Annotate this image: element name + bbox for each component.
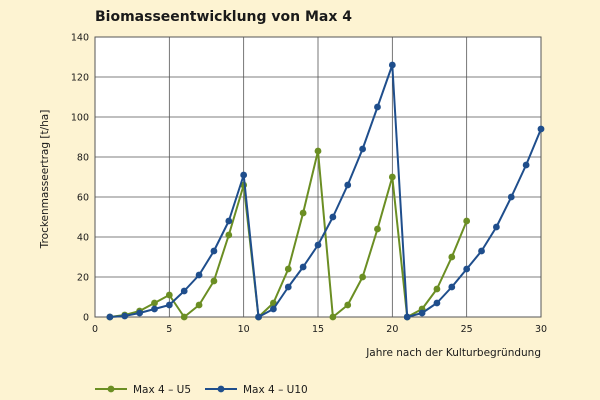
legend-swatch-marker	[217, 385, 225, 393]
series-layer	[106, 61, 545, 321]
y-tick-label: 120	[71, 73, 89, 84]
data-point	[374, 103, 381, 111]
data-point	[180, 287, 188, 295]
data-point	[537, 125, 545, 133]
data-point	[344, 181, 352, 189]
x-tick-label: 15	[312, 324, 324, 335]
data-point	[478, 247, 485, 255]
data-point	[493, 223, 500, 231]
y-tick-label: 0	[83, 313, 89, 324]
legend: Max 4 – U5 Max 4 – U10	[95, 384, 308, 396]
data-point	[329, 213, 337, 221]
series-2	[106, 61, 545, 321]
data-point	[448, 253, 456, 261]
data-point	[136, 309, 144, 317]
data-point	[448, 283, 456, 291]
data-point	[121, 312, 129, 320]
data-point	[151, 299, 158, 307]
data-point	[388, 173, 396, 181]
data-point	[463, 265, 471, 273]
y-tick-label: 140	[71, 33, 89, 44]
data-point	[180, 313, 188, 321]
data-point	[284, 283, 292, 291]
chart-title: Biomasseentwicklung von Max 4	[95, 9, 352, 25]
data-point	[255, 313, 262, 321]
data-point	[344, 301, 352, 309]
data-point	[299, 209, 307, 217]
data-point	[284, 265, 292, 273]
data-point	[151, 305, 158, 313]
data-point	[106, 313, 114, 321]
series-line	[109, 64, 542, 318]
x-tick-label: 30	[535, 324, 547, 335]
data-point	[225, 217, 233, 225]
legend-item-2: Max 4 – U10	[205, 384, 308, 396]
x-tick-label: 5	[166, 324, 172, 335]
data-point	[329, 313, 337, 321]
data-point	[522, 161, 530, 169]
y-axis-ticks: 0 20 40 60 80 100 120 140	[71, 33, 89, 324]
data-point	[195, 301, 203, 309]
data-point	[240, 171, 248, 179]
data-point	[433, 299, 441, 307]
legend-item-1: Max 4 – U5	[95, 384, 191, 396]
data-point	[359, 145, 366, 153]
data-point	[433, 285, 441, 293]
data-point	[403, 313, 411, 321]
data-point	[210, 277, 218, 285]
legend-label: Max 4 – U10	[243, 384, 308, 396]
data-point	[463, 217, 471, 225]
data-point	[374, 225, 381, 233]
x-tick-label: 0	[92, 324, 98, 335]
x-tick-label: 10	[238, 324, 250, 335]
data-point	[165, 301, 173, 309]
y-axis-label: Trockenmasseertrag [t/ha]	[39, 110, 51, 250]
y-tick-label: 60	[77, 193, 89, 204]
data-point	[388, 61, 396, 69]
y-tick-label: 100	[71, 113, 89, 124]
data-point	[165, 291, 173, 299]
data-point	[195, 271, 203, 279]
data-point	[507, 193, 515, 201]
y-tick-label: 20	[77, 273, 89, 284]
data-point	[225, 231, 233, 239]
y-tick-label: 40	[77, 233, 89, 244]
y-tick-label: 80	[77, 153, 89, 164]
x-axis-label: Jahre nach der Kulturbegründung	[365, 347, 541, 359]
x-tick-label: 20	[386, 324, 398, 335]
data-point	[314, 147, 322, 155]
data-point	[270, 305, 277, 313]
data-point	[210, 247, 218, 255]
data-point	[418, 309, 426, 317]
data-point	[314, 241, 322, 249]
x-tick-label: 25	[461, 324, 473, 335]
x-axis-ticks: 0 5 10 15 20 25 30	[92, 324, 547, 335]
data-point	[270, 299, 277, 307]
data-point	[359, 273, 366, 281]
legend-label: Max 4 – U5	[133, 384, 191, 396]
data-point	[299, 263, 307, 271]
legend-swatch-marker	[107, 385, 115, 393]
